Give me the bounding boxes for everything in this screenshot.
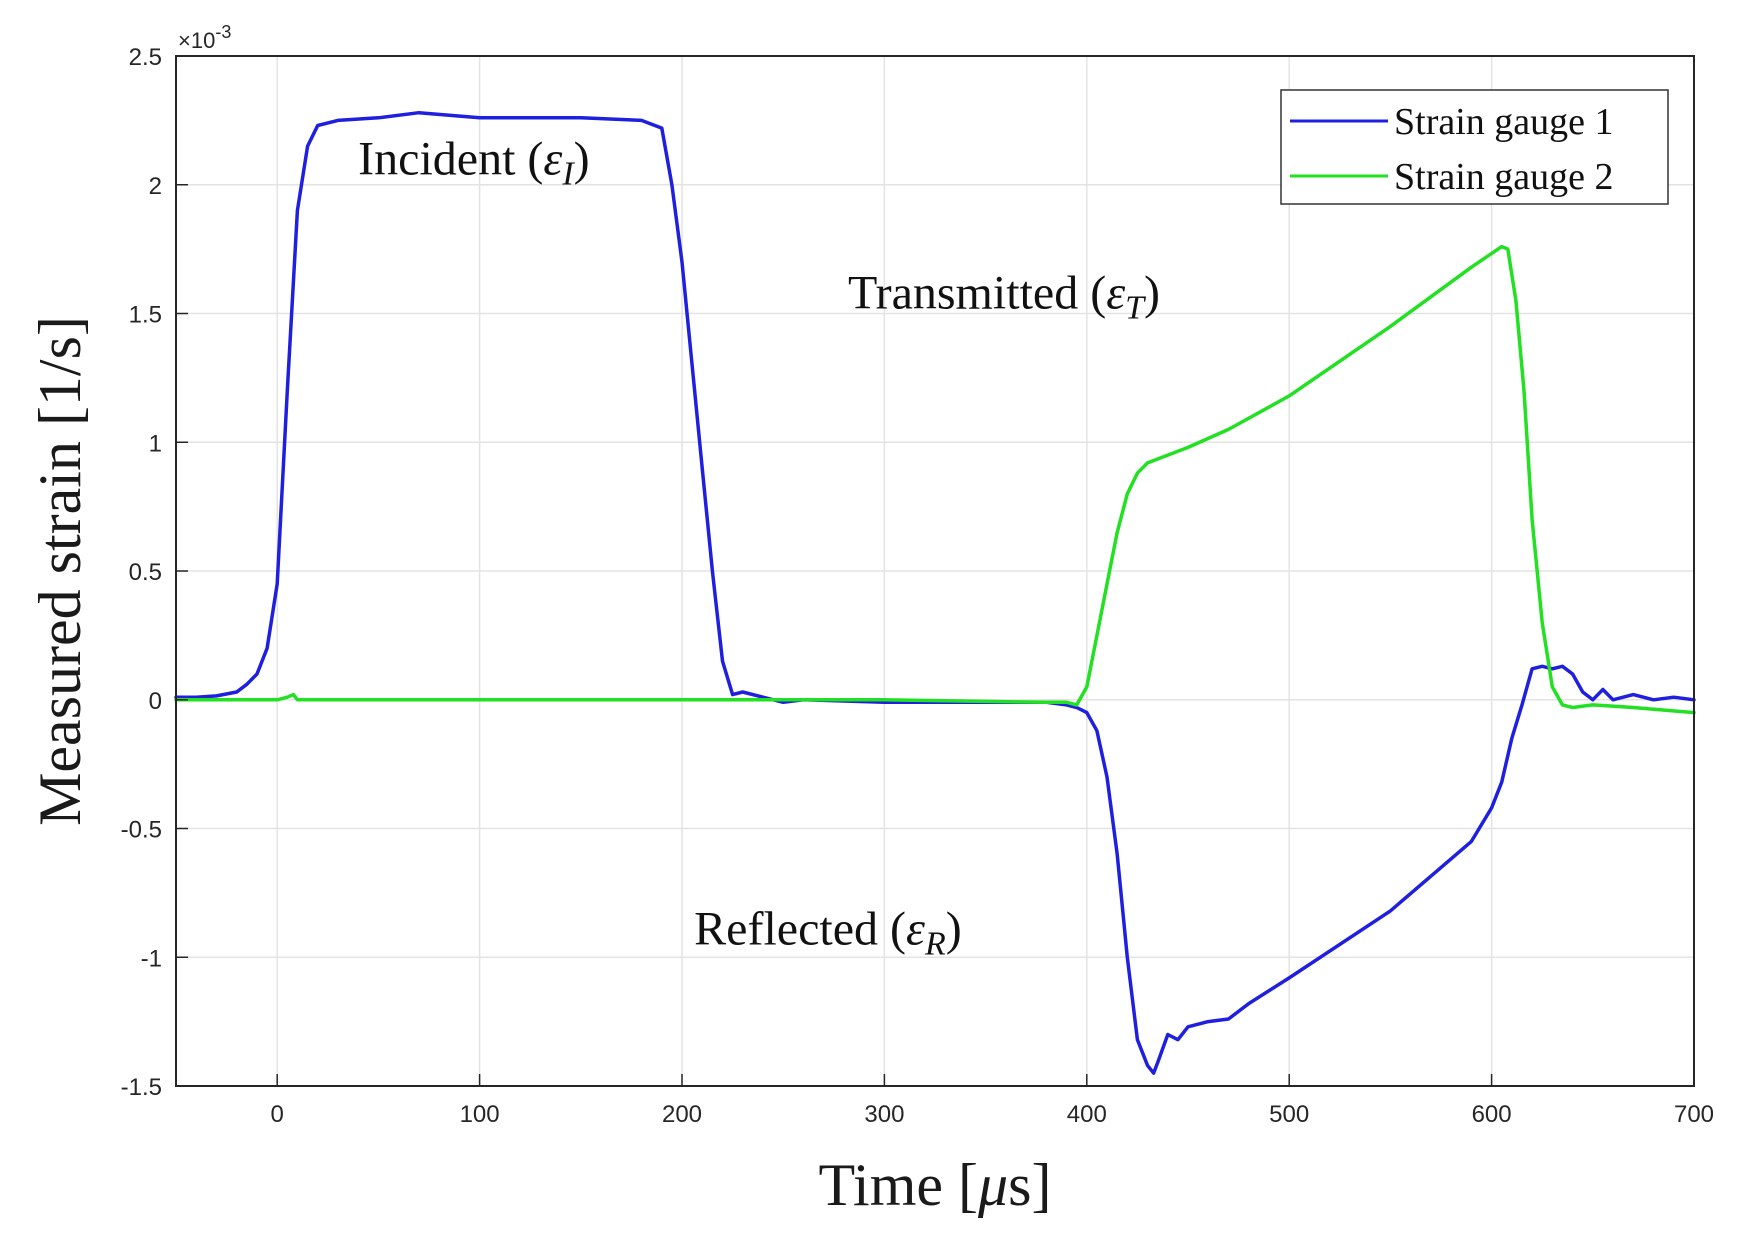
y-axis-exponent-power: -3 — [215, 22, 231, 42]
x-tick-label: 0 — [271, 1101, 284, 1128]
x-axis-ticks: 0 100 200 300 400 500 600 700 — [271, 1074, 1714, 1128]
series-line-strain-gauge-2 — [174, 244, 1696, 715]
x-tick-label: 300 — [864, 1101, 904, 1128]
y-tick-label: 1 — [149, 430, 162, 457]
series-line-strain-gauge-1 — [174, 110, 1696, 1075]
y-tick-label: 2.5 — [129, 44, 162, 71]
annotation-incident: Incident (εI) — [358, 132, 589, 192]
x-tick-label: 200 — [662, 1101, 702, 1128]
x-axis-title: Time [μs] — [819, 1152, 1052, 1218]
y-tick-label: -1 — [141, 945, 162, 972]
y-tick-label: -1.5 — [121, 1074, 162, 1101]
y-tick-label: 0 — [149, 688, 162, 715]
y-axis-exponent: ×10-3 — [178, 22, 231, 53]
legend-label-strain-gauge-2: Strain gauge 2 — [1394, 156, 1614, 198]
series-layer — [174, 110, 1696, 1075]
y-axis-ticks: -1.5 -1 -0.5 0 0.5 1 1.5 2 2.5 — [121, 44, 188, 1101]
annotation-reflected: Reflected (εR) — [694, 902, 962, 962]
y-tick-label: 2 — [149, 173, 162, 200]
x-tick-label: 400 — [1067, 1101, 1107, 1128]
x-tick-label: 100 — [460, 1101, 500, 1128]
y-axis-title: Measured strain [1/s] — [27, 316, 93, 826]
y-tick-label: 1.5 — [129, 302, 162, 329]
y-tick-label: -0.5 — [121, 817, 162, 844]
legend-label-strain-gauge-1: Strain gauge 1 — [1394, 101, 1614, 143]
legend-box — [1280, 89, 1669, 205]
y-tick-label: 0.5 — [129, 559, 162, 586]
x-tick-label: 500 — [1269, 1101, 1309, 1128]
x-tick-label: 600 — [1472, 1101, 1512, 1128]
annotation-transmitted: Transmitted (εT) — [848, 266, 1160, 326]
legend: Strain gauge 1 Strain gauge 2 — [1280, 89, 1669, 205]
annotations: Incident (εI) Transmitted (εT) Reflected (… — [358, 132, 1160, 962]
x-tick-label: 700 — [1674, 1101, 1714, 1128]
